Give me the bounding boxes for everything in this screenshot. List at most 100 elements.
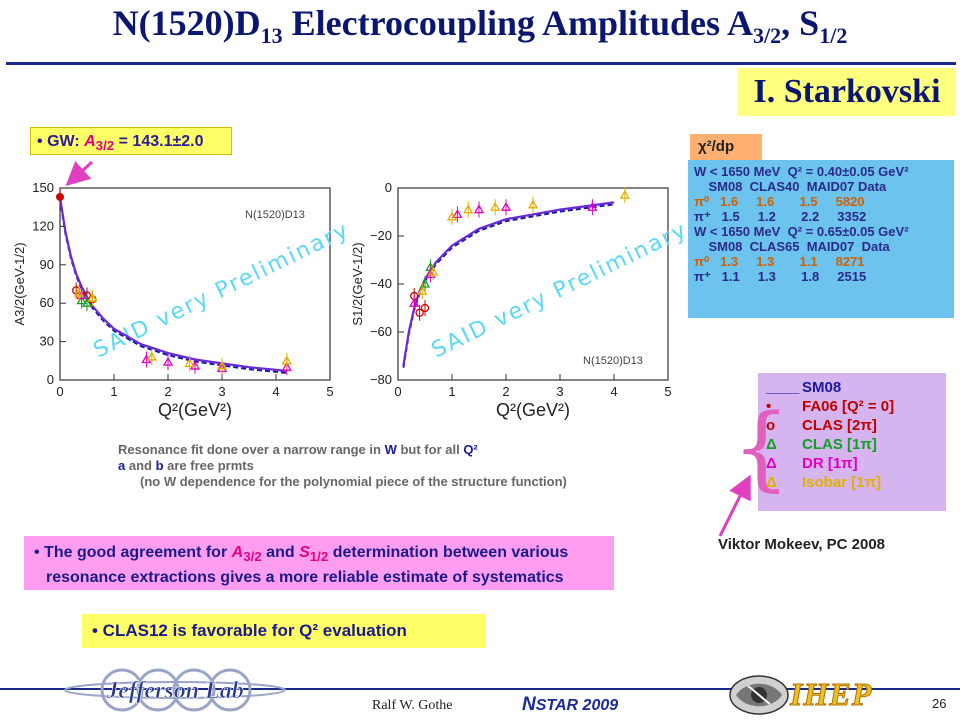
- chi2-tab: χ²/dp: [690, 134, 762, 160]
- data-point: [146, 351, 157, 361]
- x-tick-label: 2: [164, 384, 171, 399]
- data-point: [452, 209, 463, 219]
- title-sub2: 3/2: [753, 23, 782, 49]
- legend-symbol: Δ: [766, 455, 777, 472]
- plot-frame: [59, 187, 331, 381]
- legend-item: • FA06 [Q² = 0]: [766, 398, 938, 417]
- legend-label: FA06 [Q² = 0]: [802, 398, 895, 415]
- data-point: [216, 360, 228, 370]
- x-tick-label: 1: [110, 384, 117, 399]
- presenter-name: Ralf W. Gothe: [372, 698, 453, 713]
- data-point: [527, 199, 539, 209]
- ihep-emblem-icon: [729, 675, 789, 715]
- conference-name: NSTAR 2009: [522, 694, 619, 715]
- gw-bullet: •: [37, 133, 43, 150]
- slide-title: N(1520)D13 Electrocoupling Amplitudes A3…: [0, 2, 960, 49]
- x-tick-label: 2: [502, 384, 509, 399]
- legend-box: ____ SM08 • FA06 [Q² = 0] o CLAS [2π] Δ CLAS [1…: [758, 373, 946, 511]
- legend-label: DR [1π]: [802, 455, 858, 472]
- data-point: [427, 266, 439, 276]
- x-tick-label: 3: [556, 384, 563, 399]
- data-point: [76, 295, 87, 305]
- chi2-row: SM08 CLAS65 MAID07 Data: [694, 239, 890, 254]
- data-point: [415, 308, 424, 317]
- gw-amp: A3/2: [84, 133, 115, 154]
- y-axis-label: A3/2(GeV-1/2): [12, 242, 27, 325]
- y-tick-label: −20: [370, 228, 392, 243]
- mokeev-credit: Viktor Mokeev, PC 2008: [718, 536, 886, 553]
- data-point: [619, 189, 630, 199]
- data-point: [473, 204, 485, 214]
- y-tick-label: −40: [370, 276, 392, 291]
- panel-title: N(1520)D13: [245, 209, 305, 221]
- data-point: [446, 211, 458, 221]
- data-point: [81, 297, 93, 307]
- panel-title: N(1520)D13: [583, 355, 643, 367]
- title-mid: Electrocoupling Amplitudes A: [282, 3, 754, 43]
- data-point: [73, 287, 85, 297]
- chi2-row: π⁺ 1.1 1.3 1.8 2515: [694, 269, 867, 284]
- chi2-row: W < 1650 MeV Q² = 0.40±0.05 GeV²: [694, 164, 909, 179]
- ihep-logo-text: IHEP: [789, 676, 873, 713]
- legend-label: SM08: [802, 379, 842, 396]
- data-point: [419, 278, 431, 288]
- page-number: 26: [932, 696, 947, 711]
- data-point: [409, 297, 420, 307]
- legend-symbol: Δ: [766, 436, 777, 453]
- chi2-table: W < 1650 MeV Q² = 0.40±0.05 GeV² SM08 CL…: [688, 160, 954, 318]
- y-tick-label: −80: [370, 372, 392, 387]
- x-tick-label: 3: [218, 384, 225, 399]
- legend-symbol: Δ: [766, 474, 777, 491]
- legend-item: ____ SM08: [766, 379, 938, 398]
- x-tick-label: 0: [56, 384, 63, 399]
- fit-notes: Resonance fit done over a narrow range i…: [118, 442, 567, 489]
- legend-item: o CLAS [2π]: [766, 417, 938, 436]
- data-point: [76, 290, 87, 300]
- data-point: [500, 201, 512, 211]
- chi2-row: π⁰ 1.6 1.6 1.5 5820: [694, 194, 865, 209]
- data-point: [425, 269, 436, 279]
- sm08-curve: [58, 196, 287, 373]
- footer-divider: [0, 688, 960, 690]
- x-tick-label: 0: [394, 384, 401, 399]
- legend-label: Isobar [1π]: [802, 474, 881, 491]
- x-tick-label: 5: [326, 384, 333, 399]
- author-label: I. Starkovski: [738, 68, 956, 116]
- x-axis-label: Q²(GeV²): [158, 400, 232, 420]
- legend-symbol: o: [766, 417, 776, 434]
- y-tick-label: 30: [40, 334, 54, 349]
- chi2-row: π⁺ 1.5 1.2 2.2 3352: [694, 209, 867, 224]
- data-point: [184, 358, 195, 368]
- data-point: [56, 192, 64, 201]
- jefferson-lab-logo: Jefferson Lab: [64, 668, 286, 712]
- x-tick-label: 4: [272, 384, 279, 399]
- sm08-dashed-curve: [59, 198, 287, 374]
- legend-label: CLAS [2π]: [802, 417, 877, 434]
- title-sep: , S: [781, 3, 820, 43]
- x-axis-label: Q²(GeV²): [496, 400, 570, 420]
- gw-arrow: [65, 160, 94, 187]
- title-main: N(1520)D: [112, 3, 261, 43]
- chi2-row: π⁰ 1.3 1.3 1.1 8271: [694, 254, 865, 269]
- title-divider: [6, 62, 956, 65]
- y-tick-label: 90: [40, 257, 54, 272]
- y-tick-label: −60: [370, 324, 392, 339]
- y-tick-label: 120: [32, 218, 54, 233]
- data-point: [490, 201, 501, 211]
- data-point: [281, 355, 292, 365]
- data-point: [281, 361, 292, 371]
- title-sub1: 13: [260, 23, 283, 49]
- y-tick-label: 60: [40, 295, 54, 310]
- gw-value: = 143.1±2.0: [114, 133, 204, 150]
- title-sub3: 1/2: [819, 23, 848, 49]
- legend-symbol: •: [766, 398, 772, 415]
- legend-label: CLAS [1π]: [802, 436, 877, 453]
- mokeev-arrow: [718, 474, 751, 537]
- x-tick-label: 1: [448, 384, 455, 399]
- data-point: [463, 204, 474, 214]
- data-point: [417, 285, 428, 295]
- clas12-box: • CLAS12 is favorable for Q² evaluation: [82, 614, 486, 648]
